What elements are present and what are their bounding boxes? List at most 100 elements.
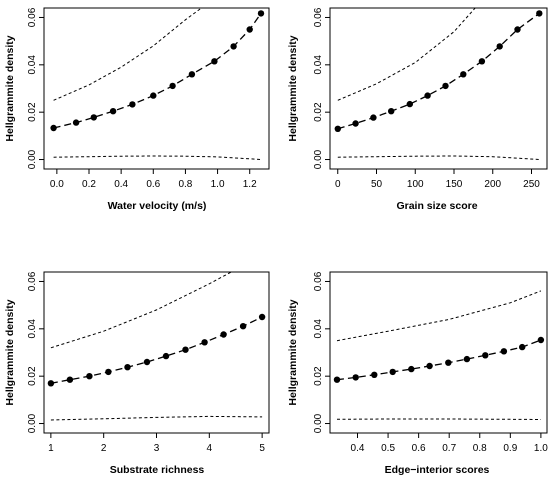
upper-confidence-line <box>337 8 476 101</box>
x-tick-label: 1.0 <box>534 443 548 454</box>
upper-confidence-line <box>53 8 203 101</box>
data-point <box>514 26 521 33</box>
data-point <box>445 359 452 366</box>
fitted-line <box>50 316 263 384</box>
x-tick-label: 0.4 <box>114 179 128 190</box>
upper-confidence-line <box>50 272 233 349</box>
data-point <box>463 355 471 363</box>
x-tick-label: 0.4 <box>351 443 365 454</box>
y-tick-label: 0.00 <box>313 413 324 433</box>
y-axis-label: Hellgrammite density <box>287 35 299 141</box>
y-axis-label: Hellgrammite density <box>4 35 16 141</box>
data-point <box>129 101 136 108</box>
data-point <box>86 373 93 380</box>
upper-confidence-line <box>336 290 542 342</box>
y-tick-label: 0.04 <box>27 319 38 339</box>
x-tick-label: 0.6 <box>412 443 426 454</box>
y-tick-label: 0.00 <box>27 149 38 169</box>
plot-frame <box>43 7 270 170</box>
data-point <box>109 108 117 115</box>
fitted-line <box>53 13 262 129</box>
data-point <box>406 100 413 108</box>
x-tick-label: 0.8 <box>473 443 487 454</box>
x-tick-label: 0.9 <box>503 443 517 454</box>
x-axis-label: Substrate richness <box>110 464 205 476</box>
y-tick-label: 0.06 <box>27 7 38 27</box>
y-tick-label: 0.06 <box>313 271 324 291</box>
y-tick-label: 0.02 <box>313 366 324 386</box>
y-tick-label: 0.06 <box>27 271 38 291</box>
data-point <box>150 92 157 99</box>
data-point <box>162 352 170 360</box>
chart-panel-4: 0.00 0.02 0.04 0.06 0.4 0.5 0.6 0.7 0.8 0.9 1.0 Edg… <box>287 271 548 476</box>
data-point <box>496 43 503 50</box>
x-axis-label: Edge−interior scores <box>385 464 490 476</box>
data-point <box>90 114 98 121</box>
plot-frame <box>329 271 548 434</box>
data-point <box>188 71 196 78</box>
y-axis-label: Hellgrammite density <box>287 299 299 405</box>
x-tick-label: 200 <box>484 179 501 190</box>
data-point <box>426 362 433 370</box>
data-point <box>201 339 208 346</box>
x-tick-label: 0.6 <box>146 179 160 190</box>
data-point <box>370 114 377 121</box>
data-point <box>66 376 74 383</box>
x-tick-label: 1 <box>48 443 54 454</box>
data-point <box>105 368 112 376</box>
plot-frame <box>329 7 548 170</box>
data-point <box>460 71 467 78</box>
data-point <box>482 352 489 359</box>
y-tick-label: 0.04 <box>27 55 38 75</box>
chart-panel-1: 0.00 0.02 0.04 0.06 0.0 0.2 0.4 0.6 0.8 1.0 1.2 Wat… <box>4 7 270 212</box>
data-point <box>500 348 508 355</box>
y-tick-label: 0.02 <box>313 102 324 122</box>
y-tick-label: 0.00 <box>313 149 324 169</box>
lower-confidence-line <box>336 418 541 420</box>
y-tick-label: 0.02 <box>27 366 38 386</box>
data-point <box>333 376 341 383</box>
data-point <box>239 323 247 330</box>
y-tick-label: 0.02 <box>27 102 38 122</box>
chart-panel-2: 0.00 0.02 0.04 0.06 0 50 100 150 200 250 Grain siz… <box>287 7 548 212</box>
data-point <box>352 120 359 127</box>
data-point <box>50 124 57 132</box>
data-point <box>424 92 431 99</box>
y-tick-label: 0.04 <box>313 55 324 75</box>
y-tick-label: 0.06 <box>313 7 324 27</box>
data-point <box>220 331 227 338</box>
data-point <box>47 380 55 387</box>
data-point <box>519 343 526 351</box>
data-point <box>478 58 486 65</box>
data-point <box>211 58 218 65</box>
data-point <box>352 374 359 381</box>
lower-confidence-line <box>50 415 263 421</box>
x-tick-label: 2 <box>101 443 107 454</box>
data-point <box>388 108 395 115</box>
data-point <box>124 364 131 371</box>
y-tick-label: 0.04 <box>313 319 324 339</box>
plot-frame <box>43 271 270 434</box>
data-point <box>230 43 237 50</box>
chart-panel-3: 0.00 0.02 0.04 0.06 1 2 3 4 5 Substrate richness H… <box>4 271 270 476</box>
data-point <box>334 125 341 132</box>
y-tick-label: 0.00 <box>27 413 38 433</box>
x-tick-label: 100 <box>407 179 424 190</box>
x-tick-label: 1.0 <box>211 179 225 190</box>
x-axis-label: Grain size score <box>396 200 477 212</box>
x-tick-label: 0.0 <box>50 179 64 190</box>
y-axis-label: Hellgrammite density <box>4 299 16 405</box>
lower-confidence-line <box>53 155 262 160</box>
x-tick-label: 150 <box>446 179 463 190</box>
x-tick-label: 0.8 <box>178 179 192 190</box>
x-tick-label: 0.5 <box>381 443 395 454</box>
x-tick-label: 5 <box>259 443 265 454</box>
x-tick-label: 250 <box>523 179 540 190</box>
x-tick-label: 50 <box>371 179 383 190</box>
data-point <box>389 368 396 376</box>
x-tick-label: 3 <box>154 443 160 454</box>
x-tick-label: 0 <box>335 179 341 190</box>
data-point <box>72 119 80 126</box>
fitted-line <box>336 339 542 381</box>
